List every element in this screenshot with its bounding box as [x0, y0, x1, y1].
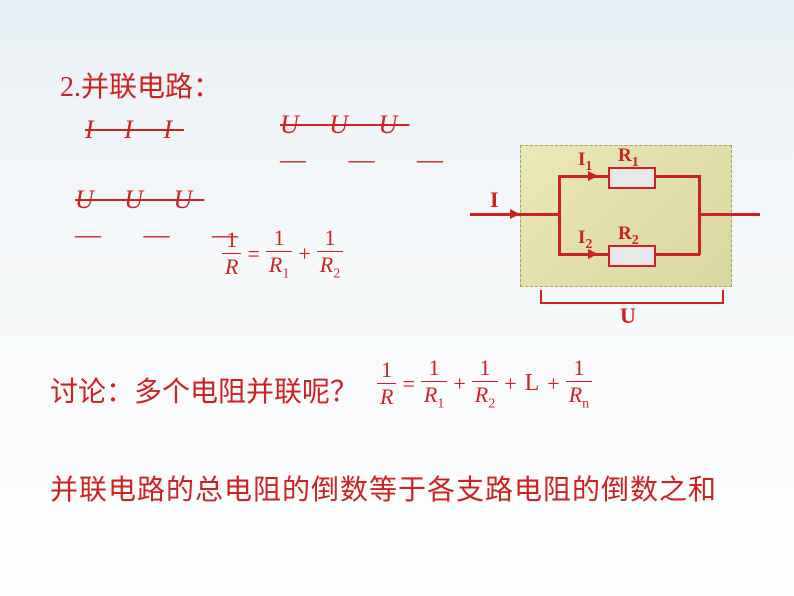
den: R2	[317, 252, 343, 282]
frac-1-r: 1 R	[377, 357, 396, 410]
wire	[698, 175, 701, 255]
frac-1-r1: 1 R1	[421, 355, 447, 412]
wire	[650, 253, 700, 256]
label-i: I	[490, 187, 499, 213]
num: 1	[266, 225, 292, 252]
num: 1	[377, 357, 396, 384]
section-heading: 2.并联电路：	[60, 65, 221, 105]
frac-1-rn: 1 Rn	[566, 355, 592, 412]
plus: +	[547, 371, 559, 397]
den: R	[222, 254, 241, 280]
wire	[558, 253, 608, 256]
label-r2: R2	[618, 223, 639, 249]
wire	[700, 213, 760, 216]
formula-u-eq: U U U	[75, 185, 204, 215]
frac-1-r2: 1 R2	[317, 225, 343, 282]
num: 1	[317, 225, 343, 252]
num: 1	[566, 355, 592, 382]
plus: +	[504, 371, 516, 397]
equals: =	[247, 241, 259, 267]
u-bracket	[540, 290, 724, 304]
label-u: U	[620, 303, 636, 329]
formula-u-over: U U U	[280, 110, 409, 140]
label-i2: I2	[578, 227, 592, 253]
conclusion-text: 并联电路的总电阻的倒数等于各支路电阻的倒数之和	[50, 468, 717, 508]
arrow-icon	[510, 209, 520, 219]
plus: +	[298, 241, 310, 267]
frac-1-r2: 1 R2	[472, 355, 498, 412]
wire	[650, 175, 700, 178]
den: Rn	[566, 382, 592, 412]
label-r1: R1	[618, 145, 639, 171]
plus: +	[453, 371, 465, 397]
formula-dash-1: — — —	[280, 145, 461, 175]
frac-1-r: 1 R	[222, 227, 241, 280]
label-i1: I1	[578, 149, 592, 175]
num: 1	[222, 227, 241, 254]
num: 1	[421, 355, 447, 382]
frac-1-r1: 1 R1	[266, 225, 292, 282]
den: R1	[421, 382, 447, 412]
equals: =	[402, 371, 414, 397]
reciprocal-formula: 1 R = 1 R1 + 1 R2	[220, 225, 345, 282]
parallel-circuit-diagram: I I1 I2 R1 R2 U	[470, 135, 760, 305]
wire	[558, 175, 608, 178]
den: R2	[472, 382, 498, 412]
general-formula: 1 R = 1 R1 + 1 R2 + L + 1 Rn	[375, 355, 594, 412]
den: R	[377, 384, 396, 410]
den: R1	[266, 252, 292, 282]
discussion-text: 讨论：多个电阻并联呢？	[50, 370, 358, 410]
formula-i-sum: I I I	[85, 115, 184, 145]
ellipsis: L	[525, 370, 540, 397]
wire	[558, 175, 561, 255]
num: 1	[472, 355, 498, 382]
